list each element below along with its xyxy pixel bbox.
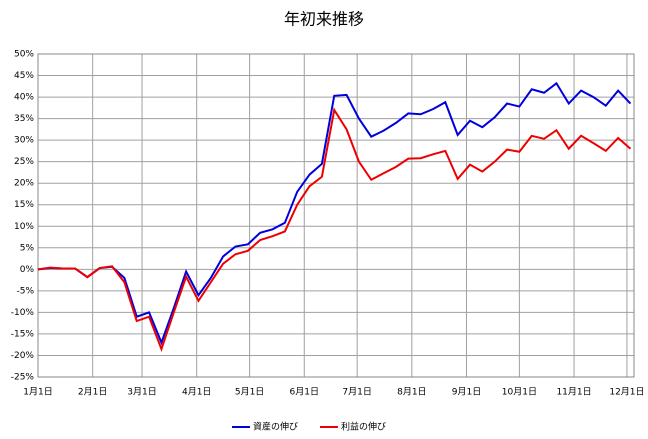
legend-label: 資産の伸び xyxy=(253,421,298,433)
x-tick-label: 2月1日 xyxy=(78,387,107,398)
x-tick-label: 12月1日 xyxy=(609,387,644,398)
x-tick-label: 8月1日 xyxy=(397,387,426,398)
x-tick-label: 10月1日 xyxy=(502,387,537,398)
y-tick-label: 40% xyxy=(14,93,34,103)
y-tick-label: 0% xyxy=(20,265,35,275)
y-tick-label: -20% xyxy=(11,351,35,361)
x-tick-label: 6月1日 xyxy=(290,387,319,398)
series-line xyxy=(37,107,632,352)
y-tick-label: 5% xyxy=(20,243,35,253)
y-tick-label: 30% xyxy=(14,136,34,146)
legend-label: 利益の伸び xyxy=(341,421,386,433)
x-tick-label: 3月1日 xyxy=(127,387,156,398)
x-tick-label: 11月1日 xyxy=(556,387,591,398)
plot-border xyxy=(37,53,635,378)
y-tick-label: -5% xyxy=(16,286,34,296)
y-tick-label: -10% xyxy=(11,308,35,318)
x-tick-label: 5月1日 xyxy=(235,387,264,398)
y-tick-label: 20% xyxy=(14,179,34,189)
x-tick-label: 4月1日 xyxy=(182,387,211,398)
y-tick-label: -15% xyxy=(11,329,35,339)
y-tick-label: 25% xyxy=(14,157,34,167)
y-tick-label: 15% xyxy=(14,200,34,210)
x-tick-label: 7月1日 xyxy=(342,387,371,398)
x-tick-label: 9月1日 xyxy=(452,387,481,398)
y-tick-label: 50% xyxy=(14,50,34,60)
y-tick-label: 35% xyxy=(14,114,34,124)
x-tick-label: 1月1日 xyxy=(23,387,52,398)
y-tick-label: -25% xyxy=(11,373,35,383)
y-tick-label: 45% xyxy=(14,71,34,81)
y-tick-label: 10% xyxy=(14,222,34,232)
chart-title: 年初来推移 xyxy=(284,10,364,29)
series-line xyxy=(37,81,632,346)
